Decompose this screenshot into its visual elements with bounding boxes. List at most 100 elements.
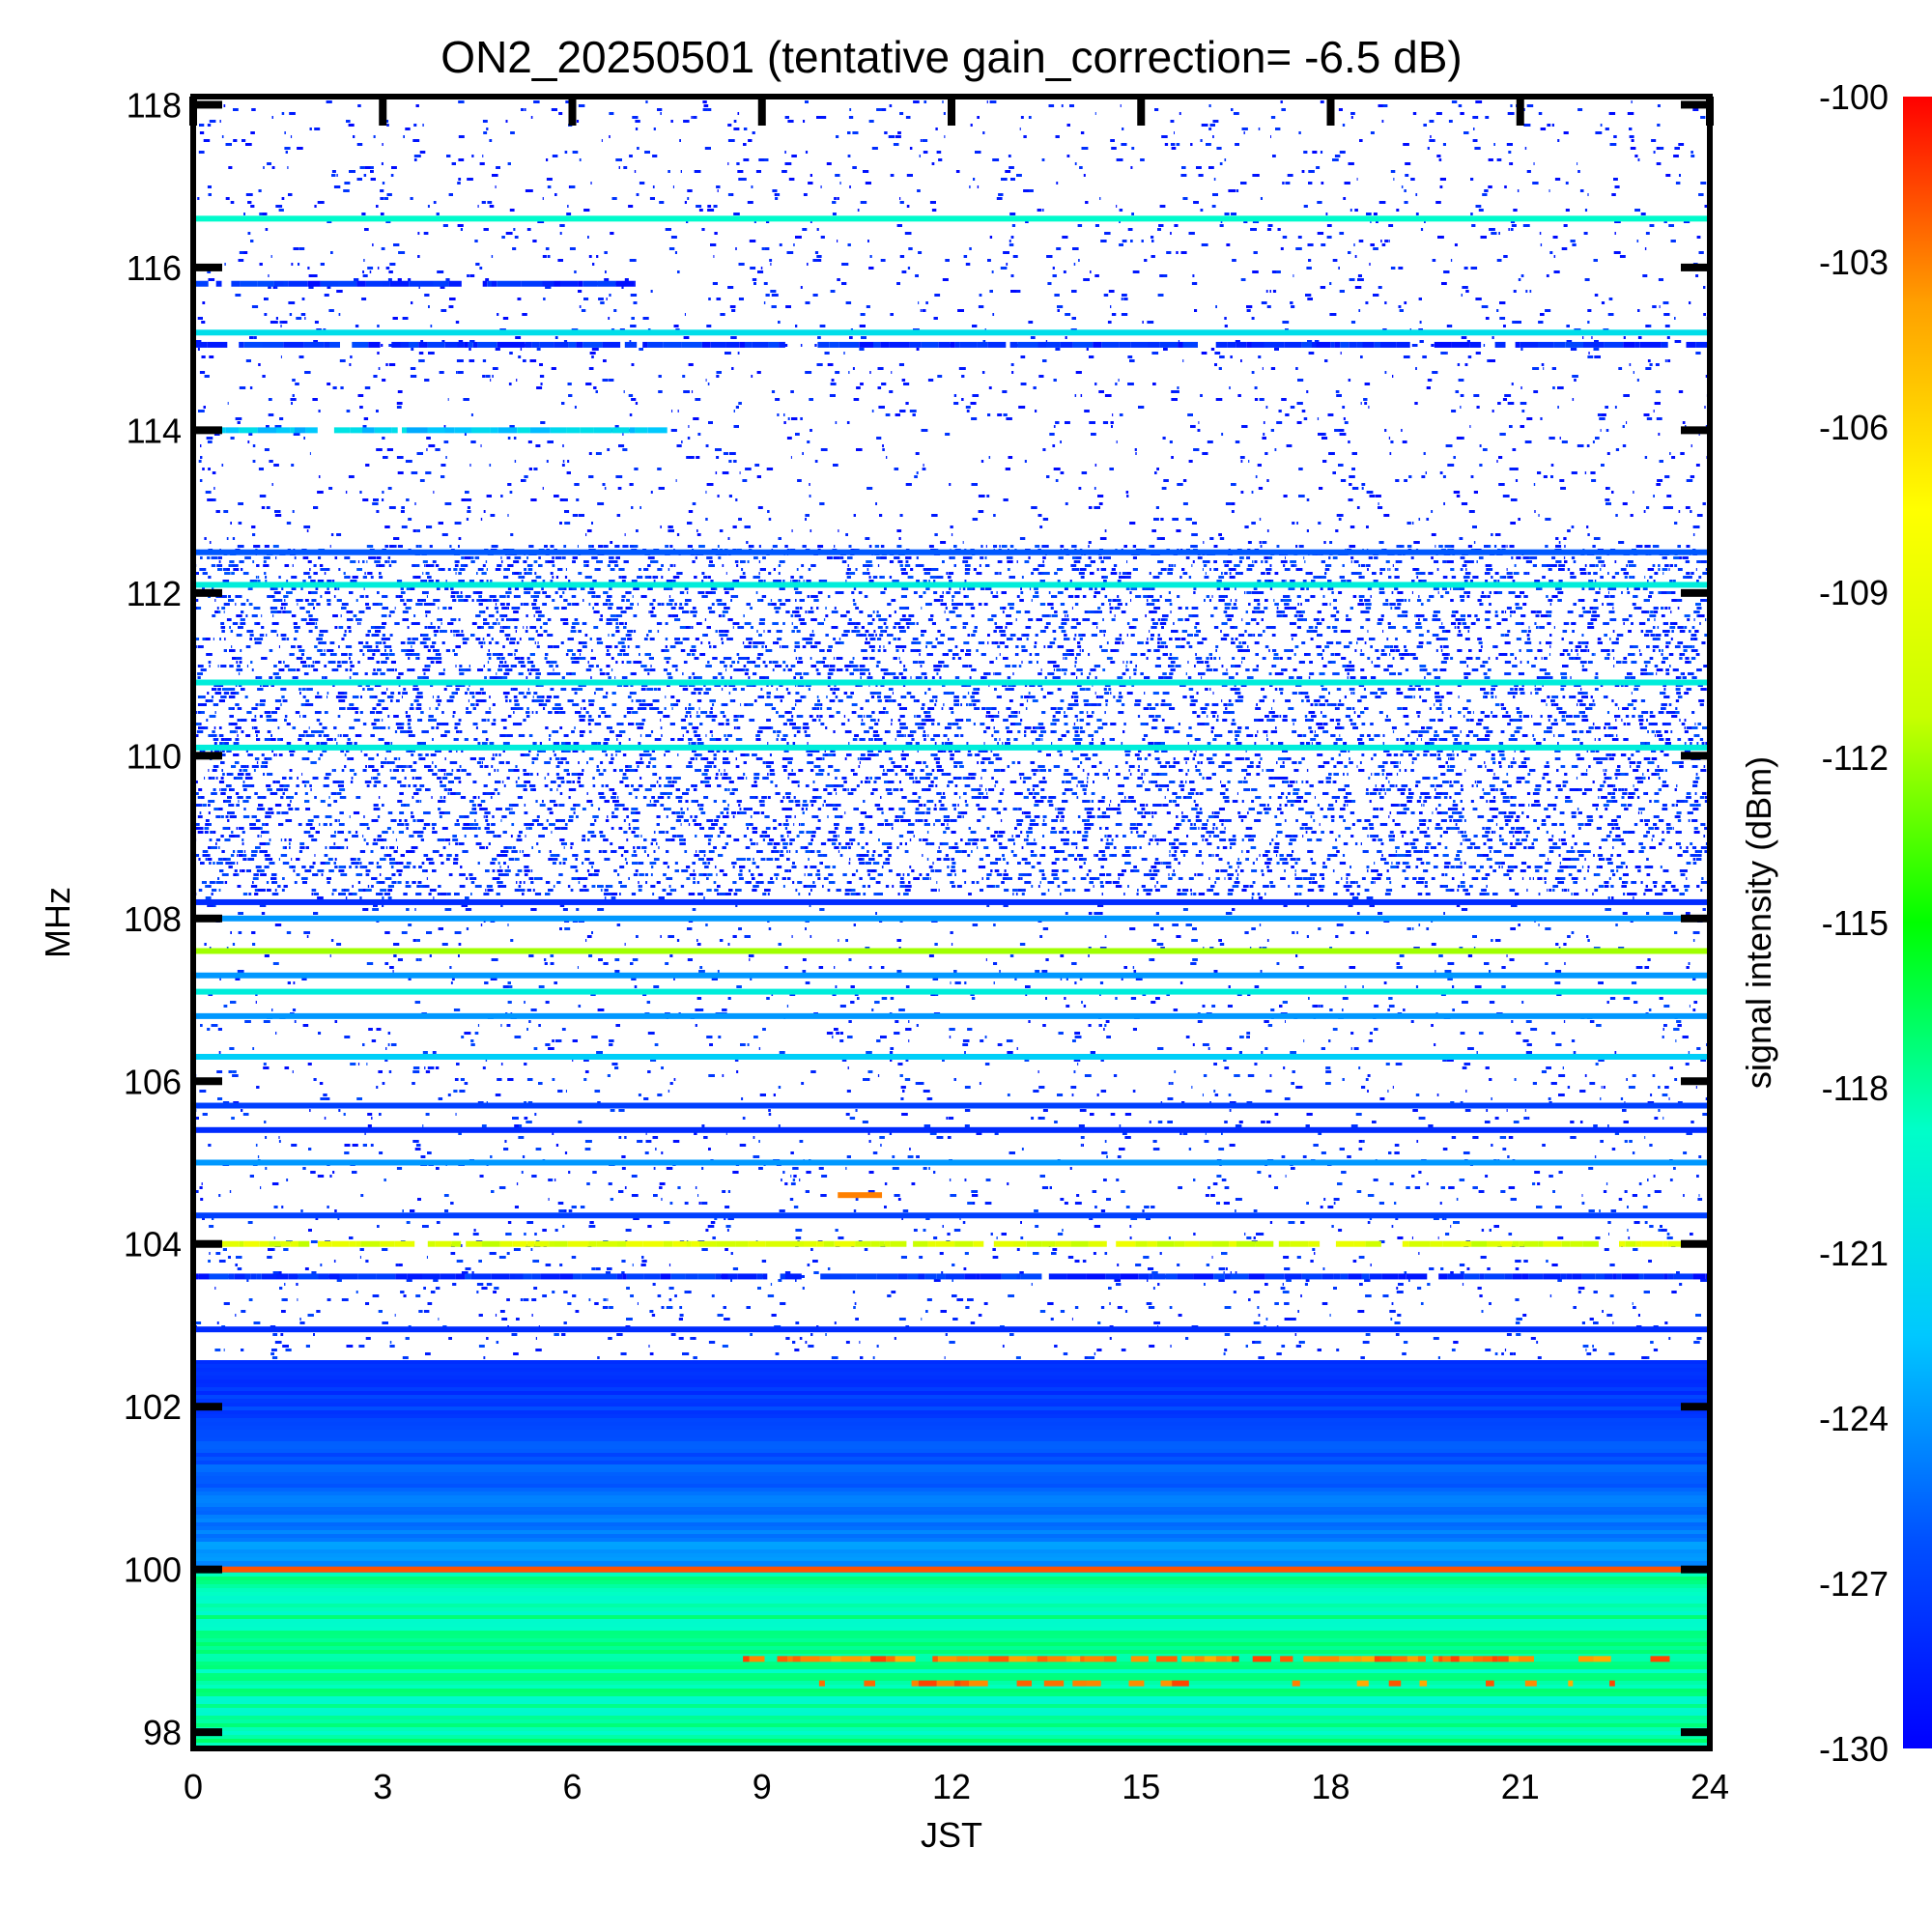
x-axis: 0 3 6 9 12 15 18 21 24: [184, 97, 1729, 1806]
y-tick-mark: [193, 914, 222, 923]
heatmap-area: [193, 97, 1710, 1748]
chart-title: ON2_20250501 (tentative gain_correction=…: [440, 32, 1462, 82]
x-tick-mark: [948, 97, 955, 126]
y-tick-mark-right: [1681, 1077, 1710, 1086]
y-tick-mark-right: [1681, 588, 1710, 597]
colorbar-tick-label: -118: [1822, 1068, 1889, 1108]
band-110.9: [193, 679, 1710, 686]
colorbar-tick-label: -106: [1819, 408, 1889, 447]
y-tick-mark-right: [1681, 1565, 1710, 1574]
colorbar-tick-label: -100: [1819, 77, 1889, 117]
y-tick-label: 106: [124, 1062, 182, 1101]
band-104.6: [838, 1192, 883, 1199]
band-114: [193, 427, 668, 434]
y-tick-label: 118: [127, 85, 182, 125]
y-tick-label: 110: [127, 736, 182, 776]
x-tick-mark: [1326, 97, 1335, 126]
colorbar: [1903, 97, 1932, 1748]
band-115.05: [193, 341, 1710, 348]
band-98.6: [818, 1680, 1615, 1687]
y-tick-mark: [193, 588, 222, 597]
band-104.35: [193, 1212, 1710, 1219]
noise-layer: [193, 97, 1710, 1748]
y-tick-mark: [193, 426, 222, 435]
band-103.6: [193, 1273, 1710, 1280]
x-tick-mark: [568, 97, 577, 126]
x-tick-label: 3: [373, 1767, 392, 1806]
band-110.1: [193, 744, 1710, 751]
y-tick-mark-right: [1681, 752, 1710, 760]
y-tick-mark: [193, 1403, 222, 1411]
band-108.2: [193, 898, 1710, 905]
colorbar-label: signal intensity (dBm): [1739, 756, 1778, 1089]
y-axis-label: MHz: [38, 887, 77, 958]
x-tick-label: 6: [562, 1767, 582, 1806]
y-tick-mark-right: [1681, 1403, 1710, 1411]
y-tick-mark: [193, 1239, 222, 1248]
band-105: [193, 1159, 1710, 1166]
band-115.8: [193, 280, 636, 287]
x-tick-label: 0: [184, 1767, 203, 1806]
x-tick-label: 15: [1122, 1767, 1160, 1806]
y-tick-mark: [193, 100, 222, 109]
band-107.3: [193, 972, 1710, 979]
y-tick-mark-right: [1681, 1239, 1710, 1248]
x-tick-label: 21: [1501, 1767, 1540, 1806]
band-107.1: [193, 988, 1710, 995]
band-116.6: [193, 215, 1710, 222]
y-tick-label: 114: [127, 411, 182, 450]
x-tick-mark: [1137, 97, 1146, 126]
y-tick-label: 116: [127, 248, 182, 288]
band-106.3: [193, 1053, 1710, 1060]
y-tick-mark-right: [1681, 263, 1710, 271]
colorbar-tick-label: -112: [1822, 738, 1889, 778]
x-tick-mark: [379, 97, 387, 126]
y-tick-label: 108: [124, 899, 182, 939]
colorbar-tick-label: -103: [1819, 242, 1889, 282]
colorbar-tick-label: -109: [1819, 573, 1889, 612]
band-106.8: [193, 1012, 1710, 1019]
x-tick-label: 12: [932, 1767, 971, 1806]
band-107.6: [193, 948, 1710, 954]
band-108: [193, 915, 1710, 922]
x-axis-label: JST: [921, 1815, 982, 1855]
y-tick-label: 104: [124, 1225, 182, 1264]
band-105.4: [193, 1126, 1710, 1133]
colorbar-tick-label: -121: [1819, 1234, 1889, 1273]
band-98.9: [743, 1656, 1670, 1662]
colorbar-tick-label: -124: [1819, 1399, 1889, 1438]
x-tick-mark: [1516, 97, 1524, 126]
colorbar-tick-label: -130: [1819, 1729, 1889, 1769]
band-112.1: [193, 582, 1710, 588]
y-tick-label: 100: [124, 1550, 182, 1590]
y-tick-mark: [193, 1728, 222, 1737]
x-tick-label: 24: [1690, 1767, 1729, 1806]
band-115.2: [193, 329, 1710, 336]
y-axis: 98 100 102 104 106 108 110 112 114 116 118: [124, 85, 1710, 1752]
y-tick-label: 98: [143, 1713, 182, 1752]
y-tick-label: 112: [127, 574, 182, 613]
y-tick-mark: [193, 1565, 222, 1574]
y-tick-mark-right: [1681, 1728, 1710, 1737]
x-tick-label: 9: [753, 1767, 772, 1806]
x-tick-mark: [757, 97, 766, 126]
y-tick-mark-right: [1681, 100, 1710, 109]
colorbar-tick-label: -115: [1822, 903, 1889, 943]
y-tick-label: 102: [124, 1387, 182, 1427]
band-105.7: [193, 1102, 1710, 1109]
y-tick-mark-right: [1681, 914, 1710, 923]
x-tick-mark: [1706, 97, 1714, 126]
band-102.95: [193, 1326, 1710, 1333]
colorbar-ticks: -100 -103 -106 -109 -112 -115 -118 -121 -124 -127…: [1819, 77, 1889, 1769]
y-tick-mark: [193, 263, 222, 271]
x-tick-label: 18: [1311, 1767, 1350, 1806]
y-tick-mark: [193, 1077, 222, 1086]
band-104: [193, 1240, 1710, 1247]
band-100: [193, 1566, 1710, 1573]
y-tick-mark-right: [1681, 426, 1710, 435]
y-tick-mark: [193, 752, 222, 760]
colorbar-tick-label: -127: [1819, 1564, 1889, 1604]
x-tick-mark: [189, 97, 197, 126]
band-112.5: [193, 549, 1710, 555]
